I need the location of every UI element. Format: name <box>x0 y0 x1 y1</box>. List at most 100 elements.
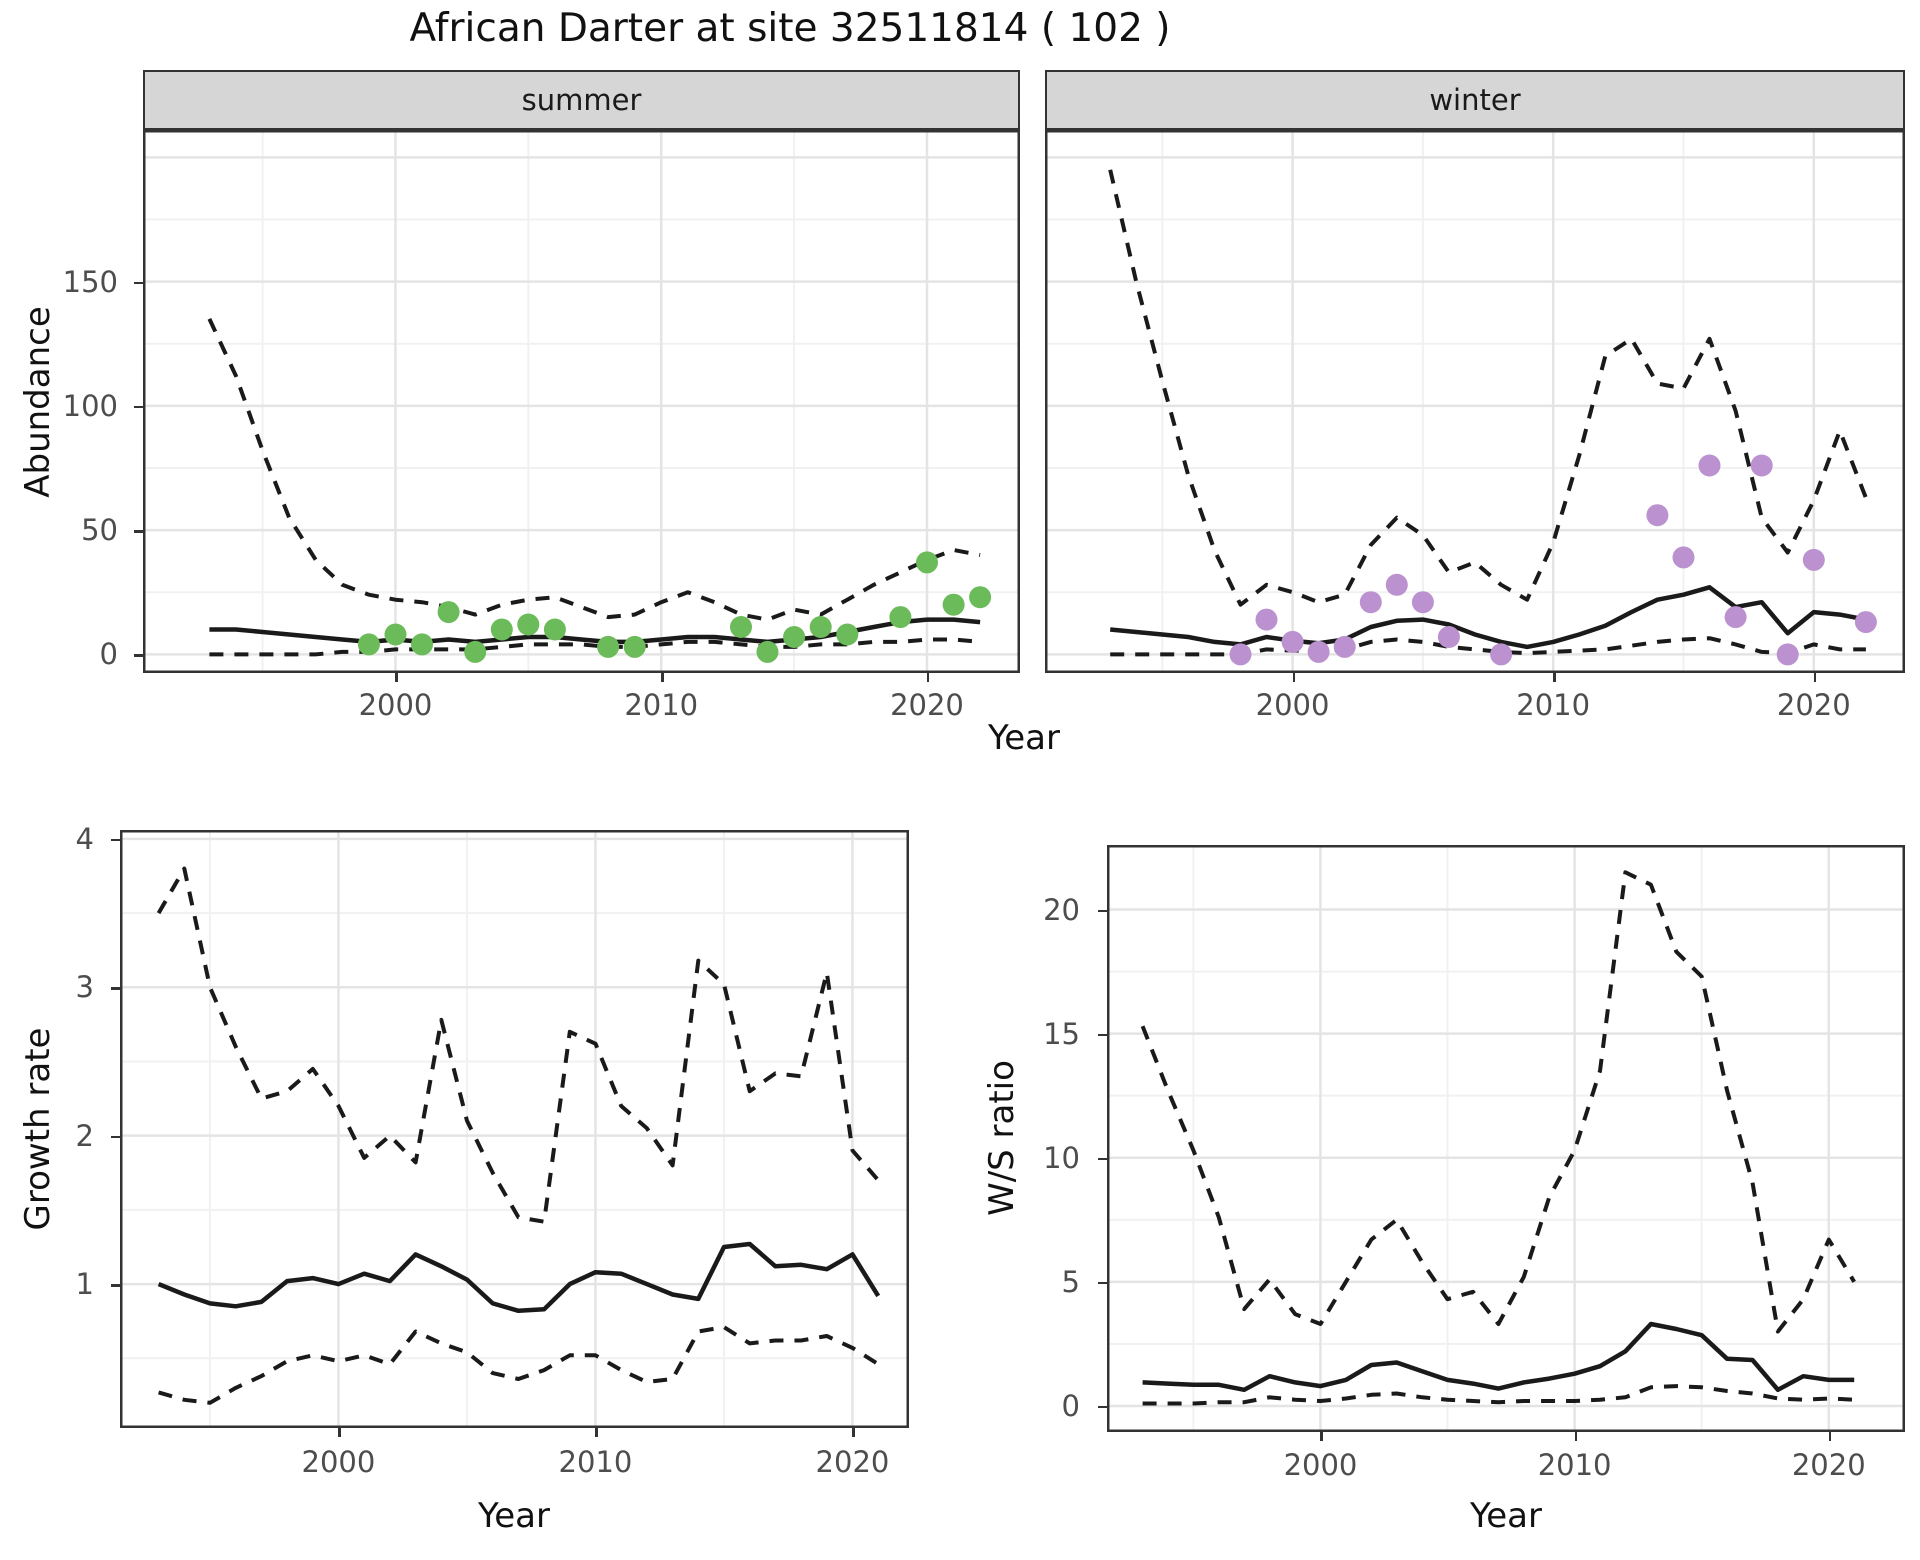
observed-counts-summer-point <box>464 640 487 663</box>
observed-counts-winter-point <box>1385 573 1408 596</box>
axis-tick-mark <box>1553 673 1556 682</box>
observed-counts-winter-point <box>1281 630 1304 653</box>
growth-rate-panel <box>120 830 909 1428</box>
axis-tick-mark <box>1574 1432 1578 1441</box>
observed-counts-winter-point <box>1672 546 1695 569</box>
x-tick-label: 2020 <box>890 688 964 722</box>
x-tick-label: 2020 <box>1776 688 1851 722</box>
ws-ratio-panel <box>1107 845 1905 1432</box>
facet-strip-winter: winter <box>1045 70 1905 130</box>
observed-counts-summer-point <box>411 633 433 656</box>
abundance-winter-median-line <box>1109 585 1867 650</box>
y-tick-label: 5 <box>1061 1264 1080 1299</box>
observed-counts-summer-point <box>916 551 938 574</box>
abundance-summer-lower_ci-line <box>209 637 981 657</box>
observed-counts-summer-point <box>517 613 540 636</box>
observed-counts-winter-point <box>1750 454 1773 477</box>
growth-rate-axis-title: Growth rate <box>18 1027 58 1231</box>
axis-tick-mark <box>134 530 143 533</box>
y-tick-label: 0 <box>99 637 118 672</box>
axis-tick-mark <box>926 673 930 682</box>
observed-counts-summer-point <box>809 616 832 638</box>
axis-tick-mark <box>111 1284 120 1287</box>
y-tick-label: 15 <box>1043 1016 1080 1051</box>
observed-counts-winter-point <box>1698 454 1721 477</box>
observed-counts-summer-point <box>836 623 859 646</box>
observed-counts-winter-point <box>1307 640 1330 663</box>
y-tick-label: 0 <box>1061 1388 1080 1423</box>
axis-tick-mark <box>111 838 120 842</box>
observed-counts-winter-point <box>1776 643 1799 666</box>
x-tick-label: 2010 <box>1516 688 1591 722</box>
observed-counts-summer-point <box>357 633 380 656</box>
observed-counts-summer-point <box>889 606 912 629</box>
x-tick-label: 2010 <box>624 688 699 722</box>
abundance-winter-panel <box>1045 130 1905 673</box>
observed-counts-winter-point <box>1490 643 1513 666</box>
facet-strip-summer: summer <box>143 70 1020 130</box>
ws-ratio-upper_ci-line <box>1140 870 1856 1334</box>
y-tick-label: 100 <box>62 388 118 423</box>
growth-rate-median-line <box>157 1241 881 1314</box>
observed-counts-summer-point <box>942 593 965 616</box>
axis-tick-mark <box>395 673 398 682</box>
axis-tick-mark <box>1098 909 1107 913</box>
growth-rate-lower_ci-line <box>158 1325 880 1405</box>
abundance-summer-upper_ci-line <box>207 318 981 622</box>
axis-tick-mark <box>1828 1432 1832 1441</box>
axis-tick-mark <box>1098 1405 1107 1409</box>
observed-counts-winter-point <box>1437 626 1460 648</box>
x-tick-label: 2020 <box>1791 1448 1866 1482</box>
axis-tick-mark <box>134 654 143 657</box>
ws-ratio-lower_ci-line <box>1142 1384 1855 1406</box>
observed-counts-summer-point <box>756 640 779 663</box>
observed-counts-winter-point <box>1255 608 1278 631</box>
y-tick-label: 3 <box>75 970 94 1005</box>
axis-tick-mark <box>852 1428 855 1437</box>
page-title: African Darter at site 32511814 ( 102 ) <box>409 6 1171 51</box>
x-tick-label: 2000 <box>1255 688 1330 722</box>
observed-counts-winter-point <box>1802 548 1825 571</box>
axis-tick-mark <box>1098 1157 1107 1161</box>
x-tick-label: 2000 <box>1283 1448 1358 1482</box>
axis-tick-mark <box>661 673 664 682</box>
observed-counts-summer-point <box>783 626 806 648</box>
observed-counts-winter-point <box>1229 643 1252 666</box>
y-tick-label: 20 <box>1043 892 1080 927</box>
top-x-axis-title: Year <box>988 718 1060 758</box>
observed-counts-summer-point <box>730 616 752 638</box>
x-tick-label: 2020 <box>815 1445 890 1479</box>
observed-counts-winter-point <box>1333 635 1356 658</box>
axis-tick-mark <box>338 1428 341 1437</box>
y-tick-label: 50 <box>81 513 118 548</box>
axis-tick-mark <box>134 281 143 285</box>
x-tick-label: 2010 <box>558 1445 633 1479</box>
y-tick-label: 4 <box>75 821 94 856</box>
y-tick-label: 150 <box>62 264 118 299</box>
observed-counts-winter-point <box>1359 591 1382 614</box>
observed-counts-summer-point <box>437 601 460 624</box>
abundance-winter-upper_ci-line <box>1108 169 1868 607</box>
x-tick-label: 2000 <box>358 688 433 722</box>
axis-tick-mark <box>1320 1432 1323 1441</box>
observed-counts-winter-point <box>1411 591 1434 614</box>
observed-counts-winter-point <box>1854 611 1877 634</box>
x-tick-label: 2010 <box>1537 1448 1612 1482</box>
axis-tick-mark <box>1098 1033 1107 1037</box>
ws-ratio-axis-title: W/S ratio <box>982 1060 1022 1216</box>
axis-tick-mark <box>111 1135 120 1139</box>
observed-counts-summer-point <box>490 618 513 641</box>
axis-tick-mark <box>1098 1281 1107 1285</box>
ws-x-axis-title: Year <box>1470 1496 1542 1536</box>
growth-x-axis-title: Year <box>478 1496 550 1536</box>
facet-strip-summer-label: summer <box>521 83 642 117</box>
ws-ratio-median-line <box>1142 1321 1855 1393</box>
y-tick-label: 1 <box>75 1267 94 1302</box>
y-tick-label: 10 <box>1043 1140 1080 1175</box>
observed-counts-summer-point <box>969 586 992 609</box>
axis-tick-mark <box>111 987 120 990</box>
observed-counts-winter-point <box>1646 504 1669 527</box>
abundance-summer-panel <box>143 130 1020 673</box>
observed-counts-summer-point <box>597 635 620 658</box>
facet-strip-winter-label: winter <box>1429 83 1521 117</box>
